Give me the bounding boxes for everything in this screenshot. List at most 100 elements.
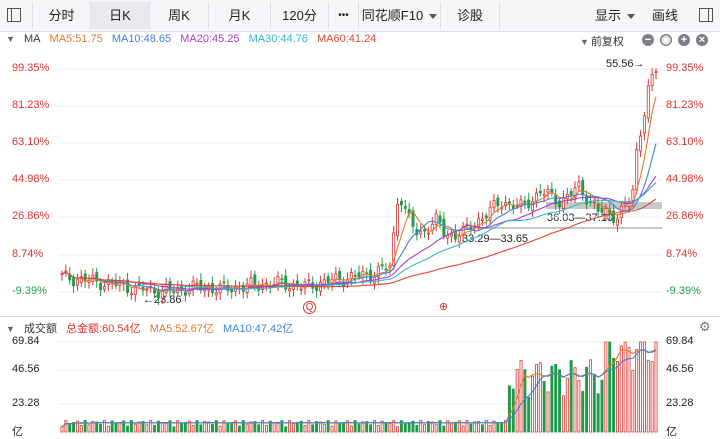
candle-body	[164, 284, 168, 293]
indicator-name[interactable]: MA	[23, 33, 41, 45]
volume-bar	[596, 393, 600, 433]
volume-bar	[203, 421, 207, 433]
volume-bar	[642, 341, 646, 433]
volume-bar	[214, 420, 218, 433]
candle-body	[450, 233, 454, 237]
volume-bar	[627, 347, 631, 433]
volume-bar	[183, 422, 187, 433]
tab-weekly-k[interactable]: 周K	[149, 2, 208, 29]
candle-body	[172, 291, 176, 294]
candle-body	[531, 200, 535, 211]
chevron-down-icon	[429, 14, 438, 20]
volume-bar	[164, 423, 168, 433]
volume-ma5: MA5:52.67亿	[149, 323, 214, 335]
collapse-right-icon[interactable]	[699, 8, 713, 22]
candle-body	[507, 201, 511, 204]
volume-bar	[338, 422, 342, 433]
volume-bar	[650, 361, 654, 433]
tab-intraday[interactable]: 分时	[32, 2, 90, 29]
volume-bar	[430, 421, 434, 433]
gift-marker[interactable]: ⊕	[439, 301, 449, 313]
candle-body	[349, 272, 353, 279]
zone1-label: 36.03—37.10	[547, 212, 614, 224]
volume-bar	[261, 420, 265, 433]
display-button[interactable]: 显示	[595, 2, 636, 29]
volume-bar	[369, 424, 373, 433]
volume-bar	[380, 420, 384, 433]
volume-bar	[612, 357, 616, 433]
volume-bar	[303, 425, 307, 433]
candle-body	[585, 196, 589, 205]
volume-bar	[396, 426, 400, 433]
plus-icon[interactable]: +	[678, 34, 690, 46]
adjust-dropdown[interactable]: ▼ 前复权	[580, 33, 630, 49]
volume-bar	[315, 421, 319, 433]
candle-body	[635, 148, 639, 191]
y-axis-label: -9.39%	[12, 285, 47, 297]
candle-body	[534, 192, 538, 202]
chevron-down-icon	[627, 14, 636, 20]
volume-bar	[573, 367, 577, 433]
candle-body	[102, 286, 106, 290]
draw-line-button[interactable]: 画线	[652, 8, 679, 23]
collapse-left-icon[interactable]	[7, 8, 21, 22]
chevron-down-icon[interactable]: ▼	[6, 324, 15, 334]
tab-120min[interactable]: 120分	[270, 2, 328, 29]
volume-bar	[195, 420, 199, 433]
y-axis-label: 26.86%	[666, 210, 704, 222]
candle-body	[484, 215, 488, 219]
volume-bar	[345, 420, 349, 433]
volume-bar	[207, 421, 211, 433]
volume-bar	[160, 422, 164, 433]
volume-bar	[264, 425, 268, 433]
f10-button[interactable]: 同花顺F10	[358, 2, 440, 29]
volume-bar	[523, 369, 527, 433]
panel-divider	[0, 316, 720, 317]
volume-axis-label: 46.56	[666, 363, 694, 375]
volume-bar	[91, 421, 95, 433]
volume-bar	[546, 391, 550, 433]
volume-bar	[102, 420, 106, 433]
candle-body	[222, 281, 226, 284]
volume-bar	[349, 425, 353, 433]
volume-ma10-line	[61, 349, 657, 428]
volume-bar	[550, 365, 554, 433]
candle-body	[338, 271, 342, 281]
tab-daily-k[interactable]: 日K	[90, 2, 149, 29]
q-marker[interactable]: Q	[303, 301, 316, 314]
y-axis-label: 81.23%	[12, 99, 50, 111]
candle-body	[99, 283, 103, 291]
candle-body	[596, 203, 600, 212]
close-icon[interactable]: ×	[696, 34, 708, 46]
candle-body	[604, 208, 608, 215]
y-axis-label: 44.98%	[12, 173, 50, 185]
volume-bar	[415, 425, 419, 433]
volume-bar	[450, 422, 454, 433]
volume-bar	[565, 377, 569, 433]
candle-body	[214, 292, 218, 296]
candle-body	[546, 188, 550, 193]
candle-body	[156, 290, 160, 299]
diagnose-button[interactable]: 诊股	[440, 2, 500, 29]
y-axis-label: 44.98%	[666, 173, 704, 185]
candle-body	[511, 205, 515, 209]
candle-body	[612, 210, 616, 223]
settings-icon[interactable]: ◉	[660, 34, 672, 46]
volume-bar	[153, 425, 157, 433]
more-button[interactable]: •••	[328, 2, 358, 29]
volume-bar	[581, 390, 585, 433]
candle-body	[615, 218, 619, 226]
ma20-value: MA20:45.25	[180, 33, 240, 45]
volume-bar	[118, 422, 122, 433]
volume-title[interactable]: 成交额	[23, 323, 57, 335]
volume-bar	[646, 359, 650, 433]
volume-gear-icon[interactable]: ⚙	[699, 319, 711, 334]
minus-icon[interactable]: −	[642, 34, 654, 46]
tab-monthly-k[interactable]: 月K	[208, 2, 270, 29]
chevron-down-icon[interactable]: ▼	[6, 34, 15, 44]
candle-body	[168, 281, 172, 291]
candle-body	[581, 179, 585, 195]
volume-bar	[129, 420, 133, 433]
volume-bar	[403, 423, 407, 433]
